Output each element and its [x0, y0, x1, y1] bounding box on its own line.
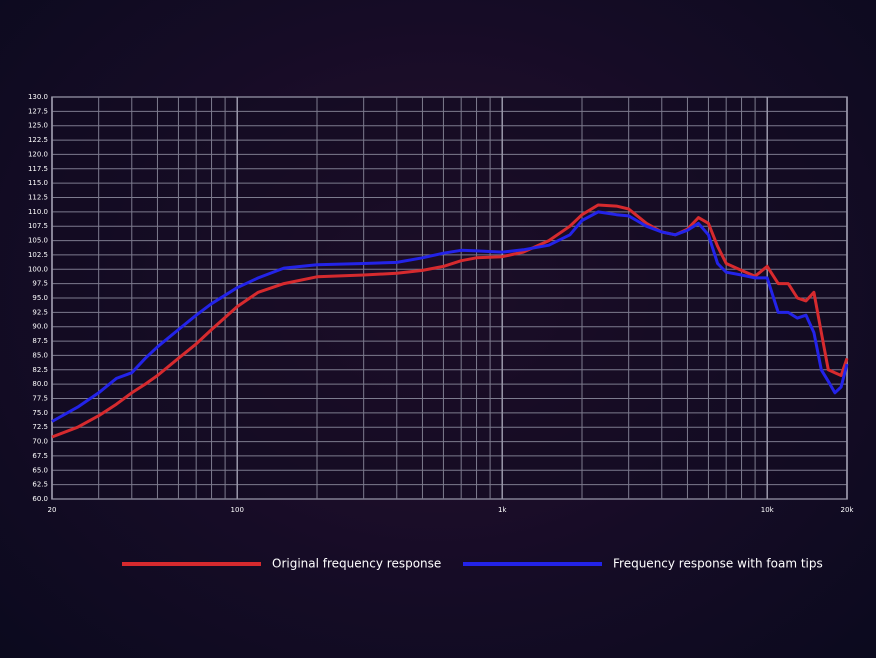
- y-tick-label: 92.5: [32, 308, 48, 316]
- y-tick-label: 77.5: [32, 395, 48, 403]
- y-tick-label: 107.5: [28, 222, 48, 230]
- y-tick-label: 120.0: [28, 150, 48, 158]
- y-tick-label: 72.5: [32, 423, 48, 431]
- x-tick-label: 100: [231, 506, 244, 514]
- y-tick-label: 115.0: [28, 179, 48, 187]
- y-tick-label: 65.0: [32, 466, 48, 474]
- y-tick-label: 100.0: [28, 265, 48, 273]
- x-tick-label: 20k: [841, 506, 855, 514]
- y-tick-label: 117.5: [28, 165, 48, 173]
- y-tick-label: 102.5: [28, 251, 48, 259]
- y-tick-label: 85.0: [32, 351, 48, 359]
- y-tick-label: 110.0: [28, 208, 48, 216]
- y-tick-label: 75.0: [32, 409, 48, 417]
- x-tick-label: 1k: [498, 506, 507, 514]
- y-tick-label: 90.0: [32, 323, 48, 331]
- y-tick-label: 127.5: [28, 107, 48, 115]
- legend-label: Original frequency response: [272, 557, 441, 571]
- y-tick-label: 125.0: [28, 122, 48, 130]
- legend-label: Frequency response with foam tips: [613, 557, 823, 571]
- series-line: [51, 210, 849, 423]
- y-tick-label: 130.0: [28, 93, 48, 101]
- y-tick-label: 67.5: [32, 452, 48, 460]
- y-tick-label: 62.5: [32, 481, 48, 489]
- x-tick-label: 10k: [761, 506, 775, 514]
- y-tick-label: 97.5: [32, 280, 48, 288]
- y-tick-label: 95.0: [32, 294, 48, 302]
- y-tick-label: 70.0: [32, 438, 48, 446]
- y-tick-label: 112.5: [28, 194, 48, 202]
- y-tick-label: 82.5: [32, 366, 48, 374]
- series-line: [51, 203, 849, 439]
- x-tick-label: 20: [48, 506, 57, 514]
- y-tick-label: 80.0: [32, 380, 48, 388]
- y-tick-label: 87.5: [32, 337, 48, 345]
- y-tick-label: 122.5: [28, 136, 48, 144]
- y-tick-label: 105.0: [28, 237, 48, 245]
- y-tick-label: 60.0: [32, 495, 48, 503]
